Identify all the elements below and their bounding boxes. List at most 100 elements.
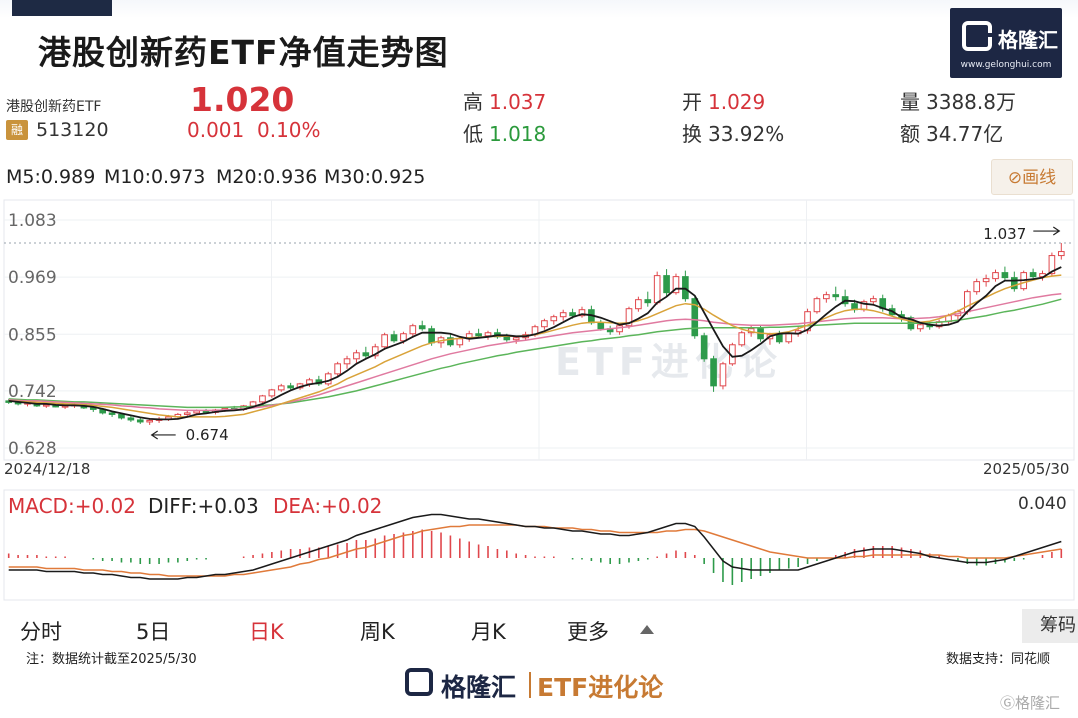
diff-label: DIFF:+0.03 bbox=[148, 494, 259, 518]
candle-body bbox=[89, 407, 97, 410]
candle-body bbox=[550, 316, 558, 322]
candle-body bbox=[700, 335, 708, 360]
top-dark-block bbox=[12, 0, 112, 16]
fund-code: 513120 bbox=[36, 119, 109, 141]
max-arrow-head-icon bbox=[1052, 226, 1061, 236]
amount-value: 34.77亿 bbox=[926, 122, 1004, 146]
candle-body bbox=[982, 278, 990, 283]
candle-body bbox=[418, 325, 426, 330]
candle-body bbox=[42, 404, 50, 407]
candle-body bbox=[1010, 277, 1018, 290]
x-start-date: 2024/12/18 bbox=[4, 460, 91, 478]
candle-body bbox=[635, 299, 642, 310]
note-left: 注：数据统计截至2025/5/30 bbox=[26, 652, 197, 667]
candle-body bbox=[447, 337, 454, 346]
candle-body bbox=[183, 412, 191, 415]
candle-body bbox=[710, 358, 717, 387]
fund-name: 港股创新药ETF bbox=[6, 99, 102, 115]
candle-body bbox=[776, 334, 783, 343]
corner-watermark-logo: Ⓖ格隆汇 bbox=[1000, 694, 1061, 712]
min-value-label: 0.674 bbox=[186, 426, 229, 444]
candle-body bbox=[475, 333, 482, 337]
tab-fenshi[interactable]: 分时 bbox=[20, 620, 62, 644]
ma5-line bbox=[8, 266, 1062, 421]
candle-body bbox=[870, 298, 877, 303]
candle-body bbox=[428, 328, 435, 344]
ma10-line bbox=[8, 274, 1062, 418]
candle-body bbox=[381, 334, 388, 348]
logo-url: www.gelonghui.com bbox=[960, 60, 1052, 70]
y-tick-label: 0.969 bbox=[8, 268, 57, 288]
turnover-value: 33.92% bbox=[708, 122, 785, 146]
ma20-legend: M20:0.936 bbox=[216, 166, 318, 188]
logo-brand-text: 格隆汇 bbox=[998, 28, 1058, 52]
candle-body bbox=[334, 363, 341, 375]
candle-body bbox=[249, 401, 257, 407]
candle-body bbox=[569, 312, 576, 317]
dea-label: DEA:+0.02 bbox=[273, 494, 383, 518]
price-change: 0.001 0.10% bbox=[187, 118, 321, 142]
candle-body bbox=[118, 413, 125, 419]
margin-badge: 融 bbox=[6, 120, 28, 140]
candle-body bbox=[663, 275, 670, 294]
more-triangle-icon[interactable] bbox=[640, 625, 654, 634]
candle-body bbox=[362, 352, 370, 357]
candle-body bbox=[813, 298, 821, 313]
candle-body bbox=[597, 322, 605, 330]
y-tick-label: 0.855 bbox=[8, 325, 57, 345]
min-arrow-head-icon bbox=[150, 430, 159, 440]
candle-body bbox=[287, 385, 294, 389]
candle-body bbox=[259, 395, 266, 403]
tab-more[interactable]: 更多 bbox=[567, 620, 609, 644]
candle-body bbox=[484, 332, 492, 337]
candle-body bbox=[127, 417, 135, 421]
candle-body bbox=[503, 336, 511, 341]
candle-body bbox=[146, 419, 153, 423]
volume-label: 量 bbox=[900, 90, 920, 114]
ma30-legend: M30:0.925 bbox=[324, 166, 426, 188]
candle-body bbox=[268, 389, 276, 397]
candle-body bbox=[324, 373, 332, 385]
low-value: 1.018 bbox=[489, 122, 547, 146]
open-label: 开 bbox=[682, 90, 702, 114]
footer-brand-text: 格隆汇 bbox=[441, 673, 517, 702]
watermark-text: ETF进化论 bbox=[555, 340, 783, 384]
stat-amount: 额 34.77亿 bbox=[900, 118, 1003, 147]
max-value-label: 1.037 bbox=[983, 225, 1026, 243]
amount-label: 额 bbox=[900, 122, 920, 146]
candle-body bbox=[719, 363, 727, 387]
candle-body bbox=[973, 281, 981, 293]
stat-open: 开 1.029 bbox=[682, 86, 765, 115]
candle-body bbox=[682, 276, 689, 300]
candle-body bbox=[691, 298, 699, 337]
top-strip bbox=[0, 0, 1078, 18]
tab-week-k[interactable]: 周K bbox=[360, 620, 395, 644]
tab-month-k[interactable]: 月K bbox=[471, 620, 506, 644]
macd-frame bbox=[3, 489, 1075, 601]
tab-day-k[interactable]: 日K bbox=[249, 620, 284, 644]
y-tick-label: 1.083 bbox=[8, 211, 57, 231]
draw-line-button[interactable]: ⊘画线 bbox=[991, 159, 1073, 195]
candle-body bbox=[343, 358, 351, 365]
candle-body bbox=[738, 332, 746, 346]
g-logo-icon bbox=[962, 21, 992, 51]
candle-body bbox=[136, 419, 144, 423]
open-value: 1.029 bbox=[708, 90, 766, 114]
candle-body bbox=[353, 352, 360, 360]
candle-body bbox=[512, 337, 520, 341]
candle-body bbox=[390, 334, 398, 342]
high-value: 1.037 bbox=[489, 90, 547, 114]
stat-high: 高 1.037 bbox=[463, 86, 546, 115]
candle-body bbox=[409, 325, 417, 335]
chips-button[interactable]: 筹码 bbox=[1022, 609, 1078, 643]
ma20-line bbox=[8, 292, 1062, 412]
candle-body bbox=[625, 308, 633, 327]
stat-low: 低 1.018 bbox=[463, 118, 546, 147]
macd-label: MACD:+0.02 bbox=[8, 494, 136, 518]
candle-body bbox=[277, 385, 285, 391]
tab-5day[interactable]: 5日 bbox=[136, 620, 171, 644]
last-price: 1.020 bbox=[190, 80, 295, 119]
footer-g-icon bbox=[405, 668, 433, 696]
footer-separator bbox=[529, 672, 531, 698]
candle-body bbox=[804, 311, 811, 332]
